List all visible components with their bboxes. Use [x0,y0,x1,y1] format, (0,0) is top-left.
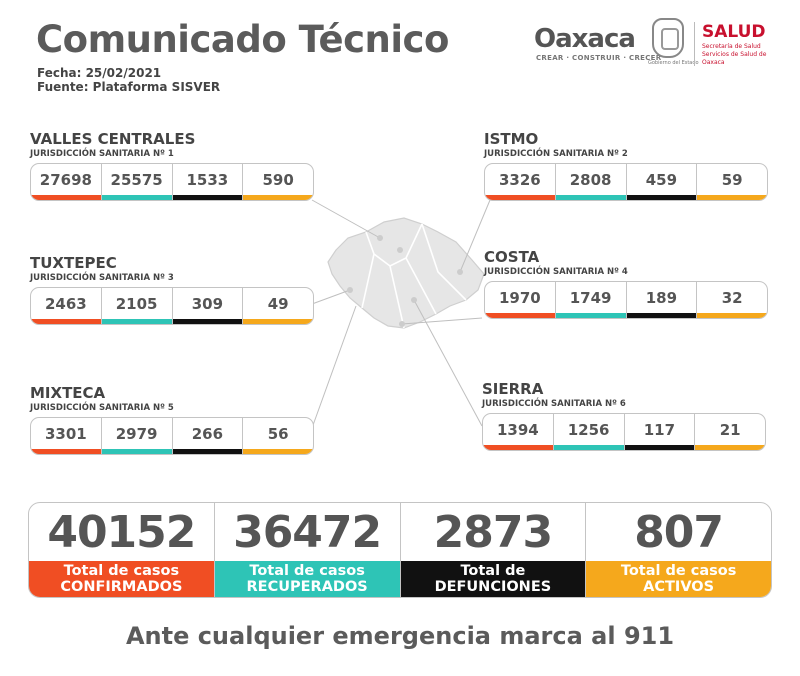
stat-defunciones: 189 [626,282,698,318]
stat-activos: 590 [243,164,313,200]
region-name: TUXTEPEC [30,254,117,272]
region-name: ISTMO [484,130,539,148]
stat-activos: 56 [243,418,313,454]
region-stats: 3326 2808 459 59 [484,163,768,201]
oaxaca-logo: Oaxaca [534,24,636,54]
region-jurisdiction: JURISDICCIÓN SANITARIA Nº 5 [30,403,174,413]
total-label: Total de casos ACTIVOS [586,561,771,597]
stat-recuperados: 2105 [101,288,173,324]
region-tuxtepec: TUXTEPEC JURISDICCIÓN SANITARIA Nº 3 246… [30,254,314,325]
state-seal-icon [652,18,684,58]
region-sierra: SIERRA JURISDICCIÓN SANITARIA Nº 6 1394 … [482,380,766,451]
stat-activos: 21 [695,414,765,450]
region-istmo: ISTMO JURISDICCIÓN SANITARIA Nº 2 3326 2… [484,130,768,201]
stat-recuperados: 1749 [555,282,627,318]
stat-defunciones: 266 [172,418,244,454]
region-stats: 1394 1256 117 21 [482,413,766,451]
map-outline [327,217,485,329]
stat-activos: 32 [697,282,767,318]
region-jurisdiction: JURISDICCIÓN SANITARIA Nº 4 [484,267,628,277]
report-date: Fecha: 25/02/2021 [37,66,162,80]
total-value: 36472 [233,506,382,558]
region-stats: 3301 2979 266 56 [30,417,314,455]
region-stats: 2463 2105 309 49 [30,287,314,325]
total-recuperados: 36472 Total de casos RECUPERADOS [214,503,401,597]
stat-recuperados: 2979 [101,418,173,454]
logo-divider [694,22,695,66]
region-name: VALLES CENTRALES [30,130,196,148]
region-jurisdiction: JURISDICCIÓN SANITARIA Nº 3 [30,273,174,283]
stat-confirmados: 1394 [483,414,554,450]
region-stats: 1970 1749 189 32 [484,281,768,319]
region-stats: 27698 25575 1533 590 [30,163,314,201]
total-label: Total de DEFUNCIONES [400,561,586,597]
total-value: 2873 [433,506,553,558]
oaxaca-tagline: CREAR · CONSTRUIR · CRECER [536,54,662,62]
seal-caption: Gobierno del Estado [648,60,699,66]
stat-confirmados: 3326 [485,164,556,200]
stat-defunciones: 117 [624,414,696,450]
stat-defunciones: 1533 [172,164,244,200]
totals-panel: 40152 Total de casos CONFIRMADOS 36472 To… [28,502,772,598]
stat-recuperados: 25575 [101,164,173,200]
total-confirmados: 40152 Total de casos CONFIRMADOS [29,503,215,597]
total-value: 807 [634,506,724,558]
region-name: SIERRA [482,380,544,398]
region-costa: COSTA JURISDICCIÓN SANITARIA Nº 4 1970 1… [484,248,768,319]
emergency-footer: Ante cualquier emergencia marca al 911 [125,622,675,650]
total-activos: 807 Total de casos ACTIVOS [586,503,771,597]
page-title: Comunicado Técnico [36,18,449,61]
total-label: Total de casos RECUPERADOS [214,561,400,597]
logos: Oaxaca CREAR · CONSTRUIR · CRECER Gobier… [530,16,770,72]
region-jurisdiction: JURISDICCIÓN SANITARIA Nº 1 [30,149,174,159]
stat-defunciones: 459 [626,164,698,200]
stat-recuperados: 2808 [555,164,627,200]
stat-activos: 59 [697,164,767,200]
stat-confirmados: 3301 [31,418,102,454]
total-defunciones: 2873 Total de DEFUNCIONES [400,503,587,597]
region-name: COSTA [484,248,540,266]
stat-confirmados: 2463 [31,288,102,324]
stat-confirmados: 1970 [485,282,556,318]
total-label: Total de casos CONFIRMADOS [29,561,214,597]
region-valles-centrales: VALLES CENTRALES JURISDICCIÓN SANITARIA … [30,130,314,201]
stat-confirmados: 27698 [31,164,102,200]
oaxaca-map [327,217,485,329]
stat-defunciones: 309 [172,288,244,324]
region-jurisdiction: JURISDICCIÓN SANITARIA Nº 2 [484,149,628,159]
region-jurisdiction: JURISDICCIÓN SANITARIA Nº 6 [482,399,626,409]
stat-recuperados: 1256 [553,414,625,450]
report-source: Fuente: Plataforma SISVER [37,80,221,94]
region-mixteca: MIXTECA JURISDICCIÓN SANITARIA Nº 5 3301… [30,384,314,455]
map-division [361,223,467,329]
region-name: MIXTECA [30,384,106,402]
salud-logo: SALUD [702,22,766,42]
total-value: 40152 [47,506,196,558]
stat-activos: 49 [243,288,313,324]
salud-subtitle: Secretaría de Salud Servicios de Salud d… [702,43,767,66]
